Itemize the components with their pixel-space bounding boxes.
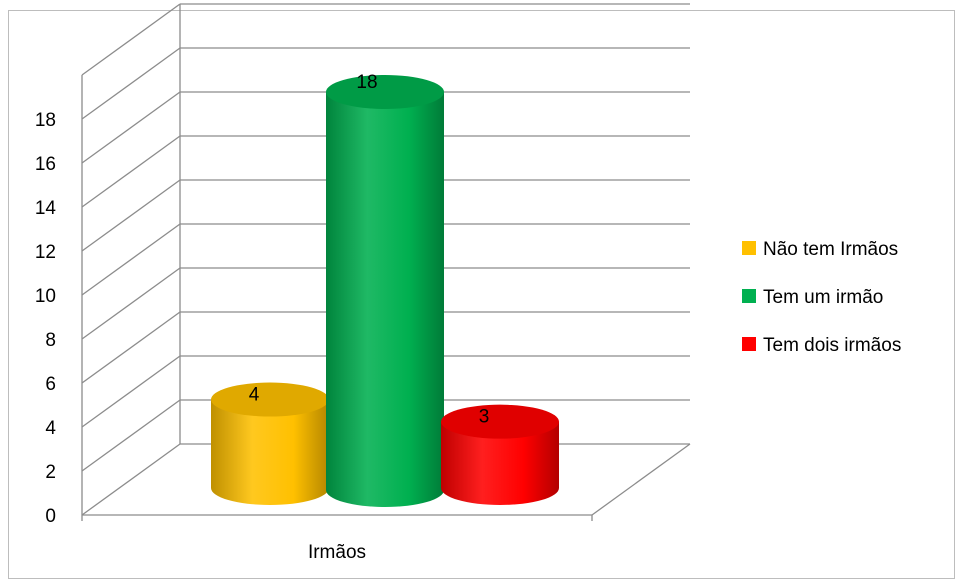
data-label: 18	[356, 72, 377, 93]
y-tick-label: 6	[45, 374, 56, 395]
bar-3	[441, 404, 559, 505]
legend-swatch	[742, 289, 756, 303]
side-gridline	[81, 91, 181, 164]
y-tick-label: 2	[45, 462, 56, 483]
legend-swatch	[742, 337, 756, 351]
legend-label: Tem dois irmãos	[763, 335, 901, 356]
y-tick-label: 12	[35, 242, 56, 263]
side-gridline	[81, 223, 181, 296]
bar-1	[211, 382, 329, 505]
side-gridline	[81, 311, 181, 384]
bar-body	[211, 399, 329, 505]
y-tick-label: 0	[45, 506, 56, 527]
side-gridline	[81, 47, 181, 120]
y-tick-label: 16	[35, 154, 56, 175]
side-gridline	[81, 267, 181, 340]
legend-swatch	[742, 241, 756, 255]
side-gridline	[81, 443, 181, 516]
side-gridline	[81, 399, 181, 472]
bar-top	[326, 75, 444, 109]
side-gridline	[81, 179, 181, 252]
y-tick-label: 14	[35, 198, 57, 219]
y-tick-label: 18	[35, 110, 56, 131]
data-label: 3	[479, 407, 490, 428]
bar-2	[326, 75, 444, 507]
y-tick-label: 8	[45, 330, 56, 351]
y-tick-label: 4	[45, 418, 56, 439]
side-gridline	[81, 355, 181, 428]
legend-label: Tem um irmão	[763, 287, 883, 308]
x-category-label: Irmãos	[308, 542, 366, 563]
side-gridline	[81, 3, 181, 76]
data-label: 4	[249, 385, 260, 406]
floor-right-edge	[591, 443, 691, 516]
y-tick-label: 10	[35, 286, 56, 307]
bar-body	[326, 92, 444, 507]
side-gridline	[81, 135, 181, 208]
bar-body	[441, 421, 559, 505]
legend: Não tem Irmãos Tem um irmão Tem dois irmão…	[742, 239, 901, 356]
bar-top	[441, 404, 559, 439]
bar-top	[211, 382, 329, 417]
legend-label: Não tem Irmãos	[763, 239, 898, 260]
